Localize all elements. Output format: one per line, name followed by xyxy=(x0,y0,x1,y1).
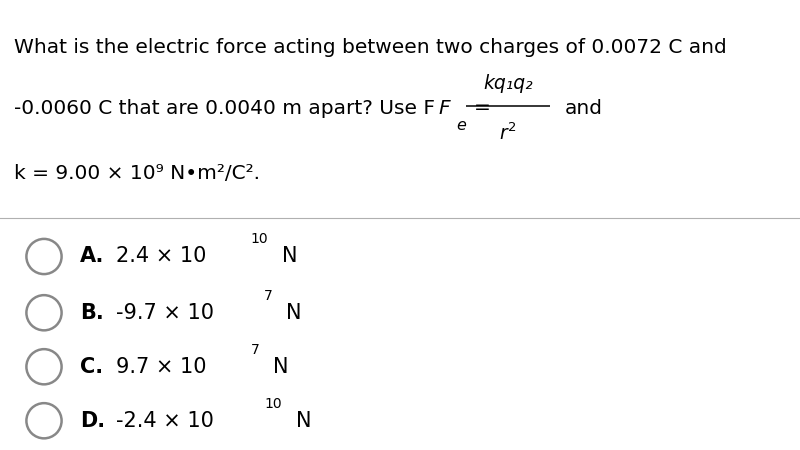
Text: C.: C. xyxy=(80,357,103,377)
Text: -9.7 × 10: -9.7 × 10 xyxy=(116,303,214,323)
Text: N: N xyxy=(282,247,298,266)
Text: 10: 10 xyxy=(264,396,282,411)
Text: B.: B. xyxy=(80,303,104,323)
Text: N: N xyxy=(273,357,288,377)
Text: 2.4 × 10: 2.4 × 10 xyxy=(116,247,206,266)
Text: and: and xyxy=(565,99,603,117)
Text: What is the electric force acting between two charges of 0.0072 C and: What is the electric force acting betwee… xyxy=(14,38,727,57)
Text: 7: 7 xyxy=(264,288,273,303)
Text: k = 9.00 × 10⁹ N•m²/C².: k = 9.00 × 10⁹ N•m²/C². xyxy=(14,164,260,183)
Text: 7: 7 xyxy=(250,342,259,357)
Text: -0.0060 C that are 0.0040 m apart? Use F: -0.0060 C that are 0.0040 m apart? Use F xyxy=(14,99,435,117)
Text: D.: D. xyxy=(80,411,105,431)
Text: =: = xyxy=(474,99,490,117)
Text: A.: A. xyxy=(80,247,104,266)
Text: N: N xyxy=(286,303,302,323)
Text: 9.7 × 10: 9.7 × 10 xyxy=(116,357,206,377)
Text: N: N xyxy=(296,411,311,431)
Text: $F$: $F$ xyxy=(438,99,452,117)
Text: kq₁q₂: kq₁q₂ xyxy=(483,74,533,93)
Text: $r^2$: $r^2$ xyxy=(499,122,517,144)
Text: $e$: $e$ xyxy=(456,118,467,134)
Text: -2.4 × 10: -2.4 × 10 xyxy=(116,411,214,431)
Text: 10: 10 xyxy=(250,232,268,247)
